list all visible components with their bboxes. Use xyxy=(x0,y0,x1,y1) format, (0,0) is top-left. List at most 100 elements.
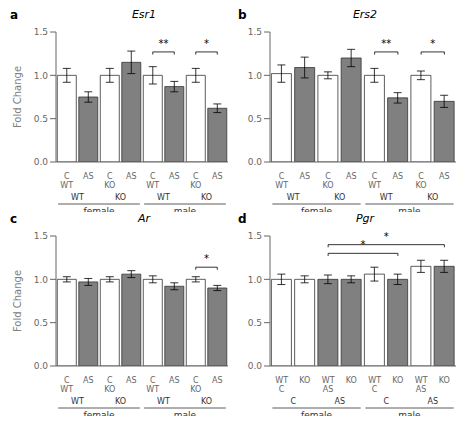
svg-text:AS: AS xyxy=(126,172,137,181)
svg-text:0.0: 0.0 xyxy=(34,361,49,371)
svg-text:**: ** xyxy=(159,38,169,49)
svg-text:C: C xyxy=(193,172,199,181)
svg-text:KO: KO xyxy=(201,397,212,406)
svg-text:AS: AS xyxy=(439,172,450,181)
svg-text:male: male xyxy=(174,410,197,416)
svg-text:KO: KO xyxy=(427,193,438,202)
svg-text:male: male xyxy=(398,410,421,416)
svg-text:C: C xyxy=(325,172,331,181)
svg-text:KO: KO xyxy=(416,181,427,190)
svg-text:C: C xyxy=(64,172,70,181)
svg-text:AS: AS xyxy=(83,172,94,181)
svg-text:KO: KO xyxy=(115,397,126,406)
svg-text:WT: WT xyxy=(157,397,170,406)
svg-text:C: C xyxy=(193,376,199,385)
svg-text:AS: AS xyxy=(323,385,334,394)
svg-text:C: C xyxy=(150,376,156,385)
svg-text:**: ** xyxy=(381,38,391,49)
svg-text:C: C xyxy=(107,172,113,181)
svg-text:KO: KO xyxy=(104,181,115,190)
svg-text:0.0: 0.0 xyxy=(248,157,263,167)
svg-text:*: * xyxy=(384,231,389,242)
html-text:Pgr: Pgr xyxy=(355,212,375,225)
svg-text:AS: AS xyxy=(169,376,180,385)
svg-text:WT: WT xyxy=(275,376,288,385)
svg-text:*: * xyxy=(361,239,366,250)
svg-text:WT: WT xyxy=(71,397,84,406)
svg-text:1.5: 1.5 xyxy=(248,231,262,241)
svg-text:1.5: 1.5 xyxy=(34,27,48,37)
svg-text:0.5: 0.5 xyxy=(34,114,48,124)
svg-text:WT: WT xyxy=(380,193,393,202)
svg-text:KO: KO xyxy=(190,385,201,394)
svg-text:WT: WT xyxy=(415,376,428,385)
svg-text:WT: WT xyxy=(368,181,381,190)
svg-text:AS: AS xyxy=(393,172,404,181)
svg-text:AS: AS xyxy=(212,172,223,181)
svg-text:KO: KO xyxy=(323,181,334,190)
svg-text:KO: KO xyxy=(299,376,310,385)
svg-text:AS: AS xyxy=(169,172,180,181)
svg-text:Fold Change: Fold Change xyxy=(12,270,23,332)
svg-text:0.5: 0.5 xyxy=(248,318,262,328)
svg-text:1.0: 1.0 xyxy=(34,71,49,81)
svg-text:AS: AS xyxy=(416,385,427,394)
svg-text:1.5: 1.5 xyxy=(248,27,262,37)
svg-text:AS: AS xyxy=(212,376,223,385)
svg-text:0.5: 0.5 xyxy=(34,318,48,328)
svg-text:0.0: 0.0 xyxy=(34,157,49,167)
svg-text:C: C xyxy=(372,385,378,394)
svg-text:C: C xyxy=(418,172,424,181)
svg-text:female: female xyxy=(301,206,332,212)
svg-text:WT: WT xyxy=(287,193,300,202)
svg-text:*: * xyxy=(430,38,435,49)
svg-text:KO: KO xyxy=(334,193,345,202)
svg-text:Fold Change: Fold Change xyxy=(12,66,23,128)
svg-text:C: C xyxy=(64,376,70,385)
svg-text:WT: WT xyxy=(275,181,288,190)
svg-text:1.0: 1.0 xyxy=(34,275,49,285)
svg-text:WT: WT xyxy=(368,376,381,385)
svg-text:WT: WT xyxy=(322,376,335,385)
svg-text:male: male xyxy=(398,206,421,212)
svg-text:AS: AS xyxy=(126,376,137,385)
svg-text:KO: KO xyxy=(190,181,201,190)
svg-text:WT: WT xyxy=(157,193,170,202)
svg-text:1.0: 1.0 xyxy=(248,275,263,285)
svg-text:C: C xyxy=(150,172,156,181)
svg-text:*: * xyxy=(204,38,209,49)
svg-text:1.0: 1.0 xyxy=(248,71,263,81)
svg-text:0.0: 0.0 xyxy=(248,361,263,371)
svg-text:AS: AS xyxy=(346,172,357,181)
svg-text:KO: KO xyxy=(201,193,212,202)
svg-text:0.5: 0.5 xyxy=(248,114,262,124)
svg-text:WT: WT xyxy=(71,193,84,202)
svg-text:AS: AS xyxy=(334,397,345,406)
svg-text:C: C xyxy=(383,397,389,406)
html-text:Esr1: Esr1 xyxy=(131,8,157,21)
svg-text:KO: KO xyxy=(104,385,115,394)
svg-text:male: male xyxy=(174,206,197,212)
svg-text:C: C xyxy=(372,172,378,181)
svg-text:female: female xyxy=(83,410,114,416)
svg-text:C: C xyxy=(279,385,285,394)
svg-text:WT: WT xyxy=(60,181,73,190)
svg-text:KO: KO xyxy=(346,376,357,385)
svg-text:WT: WT xyxy=(146,385,159,394)
svg-text:AS: AS xyxy=(427,397,438,406)
svg-text:AS: AS xyxy=(300,172,311,181)
svg-text:WT: WT xyxy=(60,385,73,394)
svg-text:*: * xyxy=(204,253,209,264)
svg-text:female: female xyxy=(83,206,114,212)
svg-text:KO: KO xyxy=(392,376,403,385)
svg-text:C: C xyxy=(290,397,296,406)
svg-text:KO: KO xyxy=(439,376,450,385)
svg-text:female: female xyxy=(301,410,332,416)
svg-text:C: C xyxy=(107,376,113,385)
svg-text:AS: AS xyxy=(83,376,94,385)
html-text:Ers2: Ers2 xyxy=(352,8,378,21)
svg-text:C: C xyxy=(279,172,285,181)
svg-text:KO: KO xyxy=(115,193,126,202)
svg-text:1.5: 1.5 xyxy=(34,231,48,241)
svg-text:WT: WT xyxy=(146,181,159,190)
